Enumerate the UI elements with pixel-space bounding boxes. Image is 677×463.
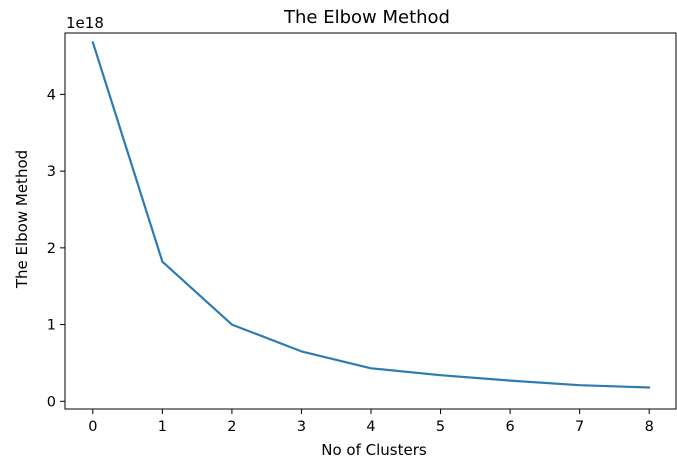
y-tick-label: 0: [47, 394, 56, 410]
tick-labels: 0 1 2 3 4 5 6 7 8 0 1 2 3 4: [47, 87, 654, 435]
y-tick-label: 3: [47, 164, 56, 180]
x-tick-label: 1: [158, 419, 167, 435]
plot-area-frame: [64, 32, 677, 410]
y-tick-label: 1: [47, 318, 56, 334]
x-tick-label: 4: [366, 419, 375, 435]
x-tick-label: 5: [436, 419, 445, 435]
y-axis-label: The Elbow Method: [13, 150, 31, 289]
x-axis-label: No of Clusters: [321, 441, 427, 459]
x-tick-label: 7: [575, 419, 584, 435]
x-tick-label: 2: [227, 419, 236, 435]
series-lines: [91, 41, 651, 389]
x-tick-label: 0: [88, 419, 97, 435]
y-tick-label: 4: [47, 87, 56, 103]
x-tick-label: 8: [645, 419, 654, 435]
x-tick-label: 3: [297, 419, 306, 435]
series-line: [91, 41, 651, 389]
chart-title: The Elbow Method: [283, 7, 450, 28]
x-tick-label: 6: [505, 419, 514, 435]
y-axis-offset-label: 1e18: [66, 14, 104, 32]
tick-marks: [60, 93, 650, 414]
y-tick-label: 2: [47, 241, 56, 257]
